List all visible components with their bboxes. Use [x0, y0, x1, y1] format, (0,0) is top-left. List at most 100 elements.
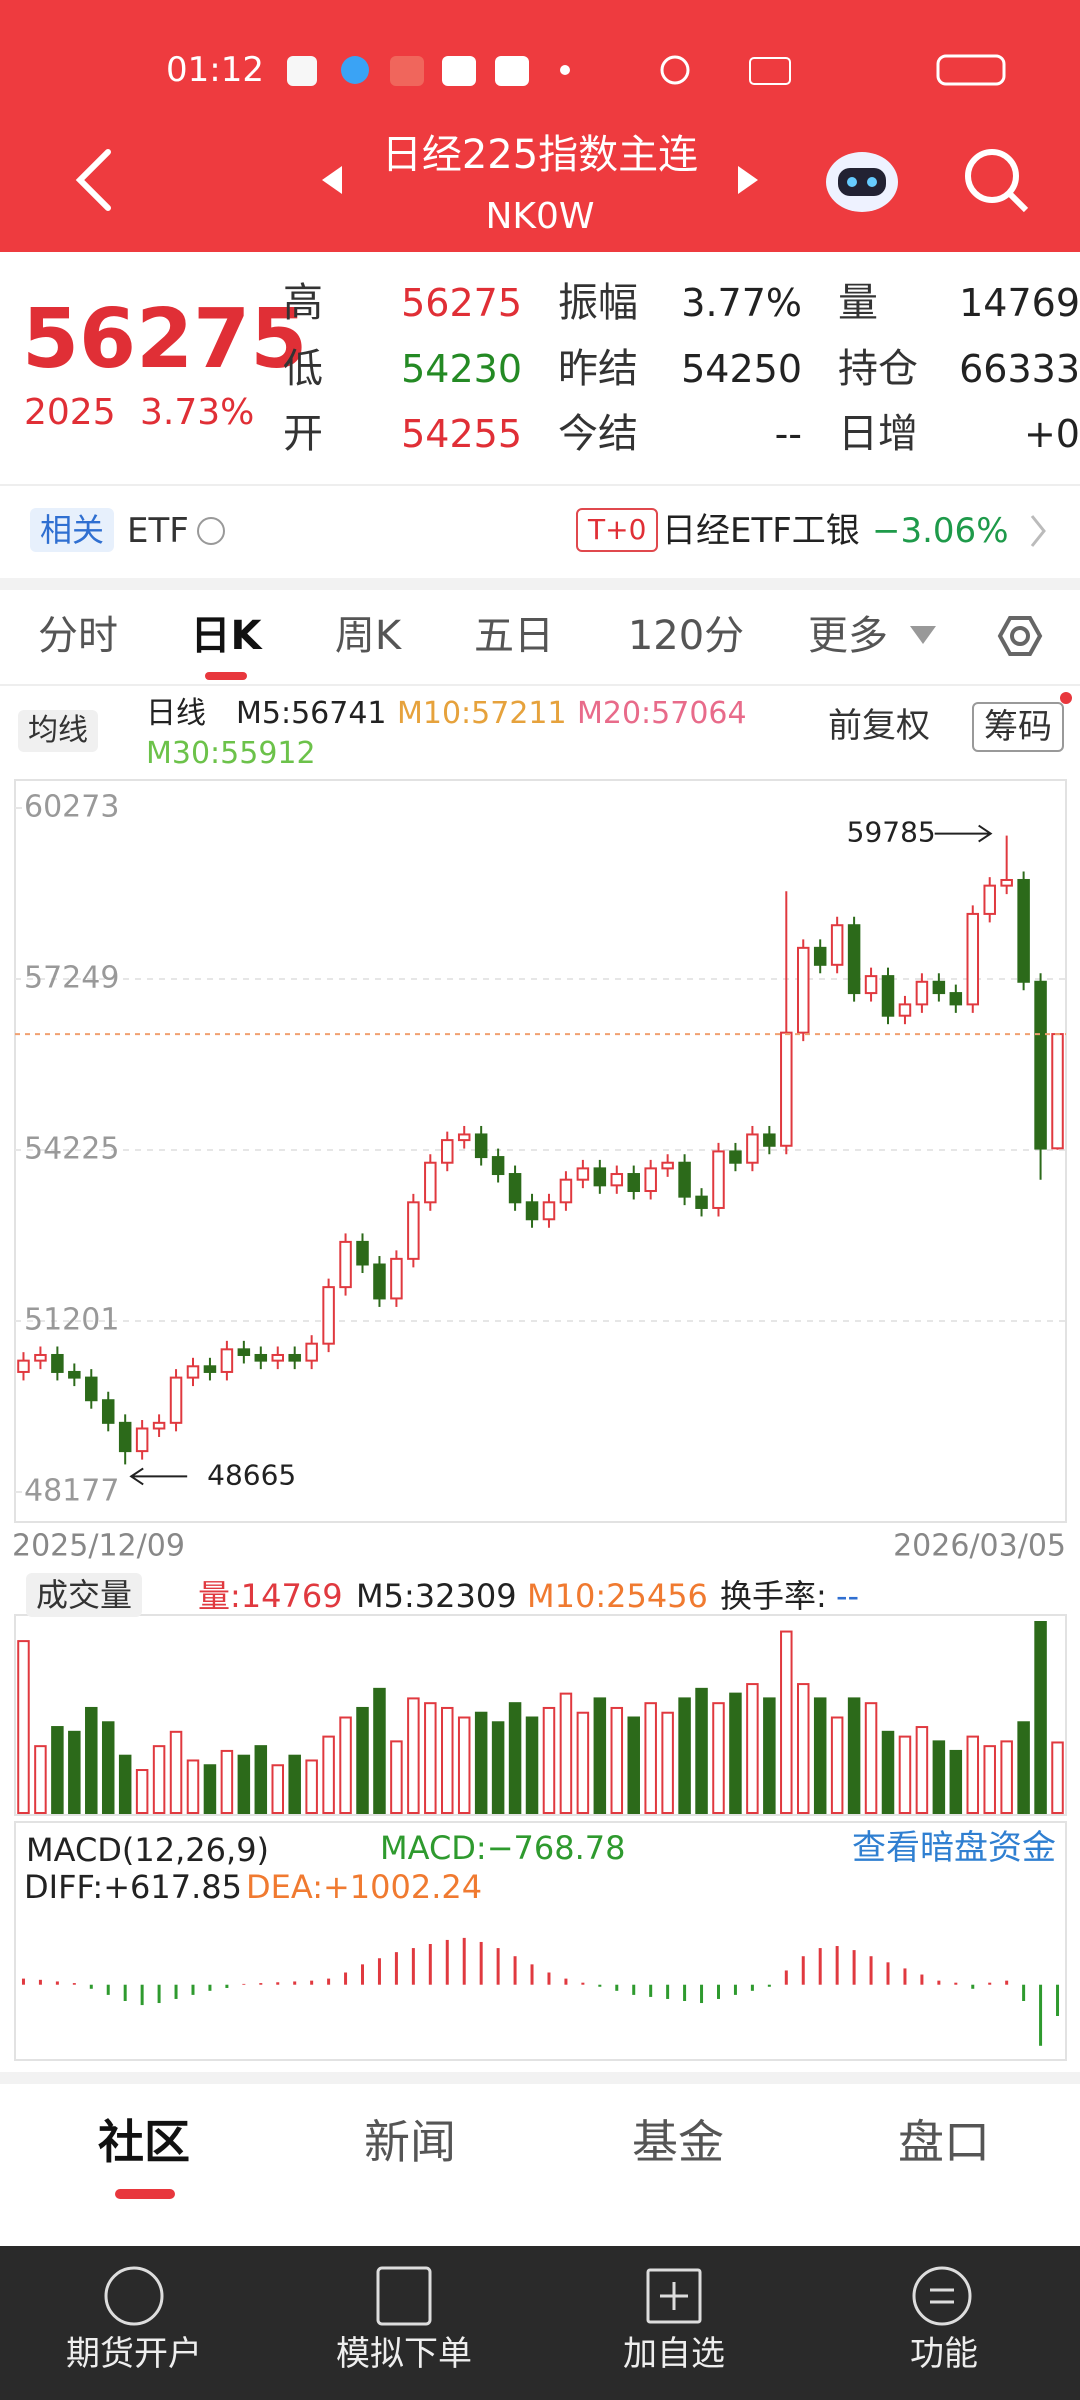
period-tab[interactable]: 120分	[627, 613, 745, 659]
candle-body	[237, 1348, 251, 1356]
field-label: 日增	[838, 411, 918, 457]
x-date-start: 2025/12/09	[12, 1529, 185, 1564]
period-tab[interactable]: 周K	[334, 613, 402, 659]
ma20: M20:57064	[577, 696, 747, 731]
volume-bar	[220, 1749, 234, 1815]
candle-body	[593, 1167, 607, 1187]
candle-body	[559, 1178, 573, 1204]
volume-bar	[373, 1687, 386, 1814]
candle-body	[135, 1427, 149, 1453]
period-label: 日线	[146, 696, 206, 731]
volume-bar	[695, 1687, 708, 1814]
nav-item[interactable]: 期货开户	[66, 2334, 202, 2374]
etf-fund[interactable]: 日经ETF工银	[662, 511, 860, 551]
volume-bar	[457, 1716, 471, 1814]
volume-bar	[203, 1764, 217, 1814]
price-change: 2025	[24, 392, 116, 433]
candle-body	[729, 1150, 742, 1164]
volume-bar	[1017, 1721, 1030, 1815]
volume-bar	[678, 1697, 691, 1815]
candle-body	[441, 1139, 454, 1164]
turnover-value: --	[836, 1577, 860, 1615]
candle-body	[949, 992, 963, 1006]
volume-bar	[949, 1749, 963, 1815]
candle-body	[864, 975, 878, 995]
volume-bar	[966, 1735, 980, 1814]
volume-bar	[51, 1726, 64, 1815]
chip-button[interactable]: 筹码	[972, 702, 1064, 752]
period-tab[interactable]: 五日	[474, 613, 554, 659]
volume-selector[interactable]: 成交量	[26, 1573, 143, 1617]
candle-body	[85, 1376, 98, 1402]
candle-body	[339, 1240, 352, 1289]
candle-body	[407, 1201, 420, 1260]
candle-body	[305, 1342, 318, 1362]
volume-bar	[627, 1716, 640, 1814]
last-price: 56275	[22, 292, 308, 387]
period-tab[interactable]: 分时	[38, 613, 118, 659]
etf-label: ETF	[127, 511, 189, 551]
arrow	[129, 1467, 188, 1486]
volume-bar	[254, 1745, 268, 1815]
candle-body	[627, 1173, 640, 1192]
etf-badge[interactable]: T+0	[576, 508, 659, 552]
candle-body	[424, 1161, 437, 1204]
volume-bar	[68, 1730, 81, 1814]
field-label: 量	[838, 280, 878, 326]
volume-bar	[610, 1706, 624, 1814]
period-tab[interactable]: 更多	[808, 613, 888, 659]
dark-pool-link[interactable]: 查看暗盘资金	[852, 1828, 1056, 1868]
field-value: 54250	[681, 347, 802, 391]
volume-bar	[542, 1706, 556, 1814]
nav-item[interactable]: 加自选	[623, 2334, 725, 2374]
field-value: 14769	[959, 281, 1080, 325]
content-tab[interactable]: 盘口	[898, 2115, 990, 2169]
macd-value: MACD:−768.78	[380, 1829, 626, 1867]
candle-body	[322, 1286, 335, 1345]
x-date-end: 2026/03/05	[893, 1529, 1066, 1564]
volume-bar	[101, 1721, 115, 1815]
content-tab[interactable]: 新闻	[364, 2115, 456, 2169]
candle-body	[254, 1353, 268, 1362]
volume-bar	[169, 1730, 183, 1814]
field-value: 56275	[401, 281, 522, 325]
candle-body	[695, 1195, 708, 1209]
y-tick-label: 60273	[24, 790, 119, 825]
nav-item[interactable]: 模拟下单	[336, 2334, 472, 2374]
period-tab[interactable]: 日K	[190, 613, 262, 659]
field-label: 振幅	[558, 280, 638, 326]
macd-selector[interactable]: MACD(12,26,9)	[26, 1831, 270, 1869]
adjust-toggle[interactable]: 前复权	[828, 706, 930, 746]
candle-body	[203, 1365, 217, 1373]
content-tab[interactable]: 基金	[632, 2115, 724, 2169]
candle-body	[186, 1365, 200, 1379]
field-value: 3.77%	[681, 281, 802, 325]
candle-body	[915, 980, 929, 1006]
bottom-nav	[0, 2246, 1080, 2400]
volume-bar	[661, 1711, 674, 1814]
volume-bar	[780, 1630, 793, 1815]
candle-body	[101, 1399, 115, 1424]
volume-bar	[271, 1764, 285, 1814]
y-tick-label: 48177	[24, 1474, 119, 1509]
volume-bar	[729, 1692, 742, 1814]
content-tab[interactable]: 社区	[98, 2115, 190, 2169]
candle-body	[491, 1156, 505, 1176]
candle-body	[474, 1133, 488, 1159]
field-label: 高	[283, 280, 323, 326]
volume-bar	[508, 1702, 522, 1815]
low-annotation: 48665	[207, 1458, 296, 1491]
field-label: 今结	[558, 411, 638, 457]
volume-bar	[356, 1706, 369, 1814]
header-bar	[0, 0, 1080, 252]
volume-bar	[339, 1716, 352, 1814]
ma-selector[interactable]: 均线	[18, 710, 98, 752]
etf-tag[interactable]: 相关	[30, 508, 115, 552]
volume-bar	[813, 1697, 827, 1815]
volume-bar	[135, 1769, 149, 1815]
nav-item[interactable]: 功能	[910, 2334, 978, 2374]
volume-m10: M10:25456	[527, 1577, 708, 1615]
volume-bar	[1051, 1741, 1064, 1814]
page-title: 日经225指数主连	[381, 132, 699, 178]
